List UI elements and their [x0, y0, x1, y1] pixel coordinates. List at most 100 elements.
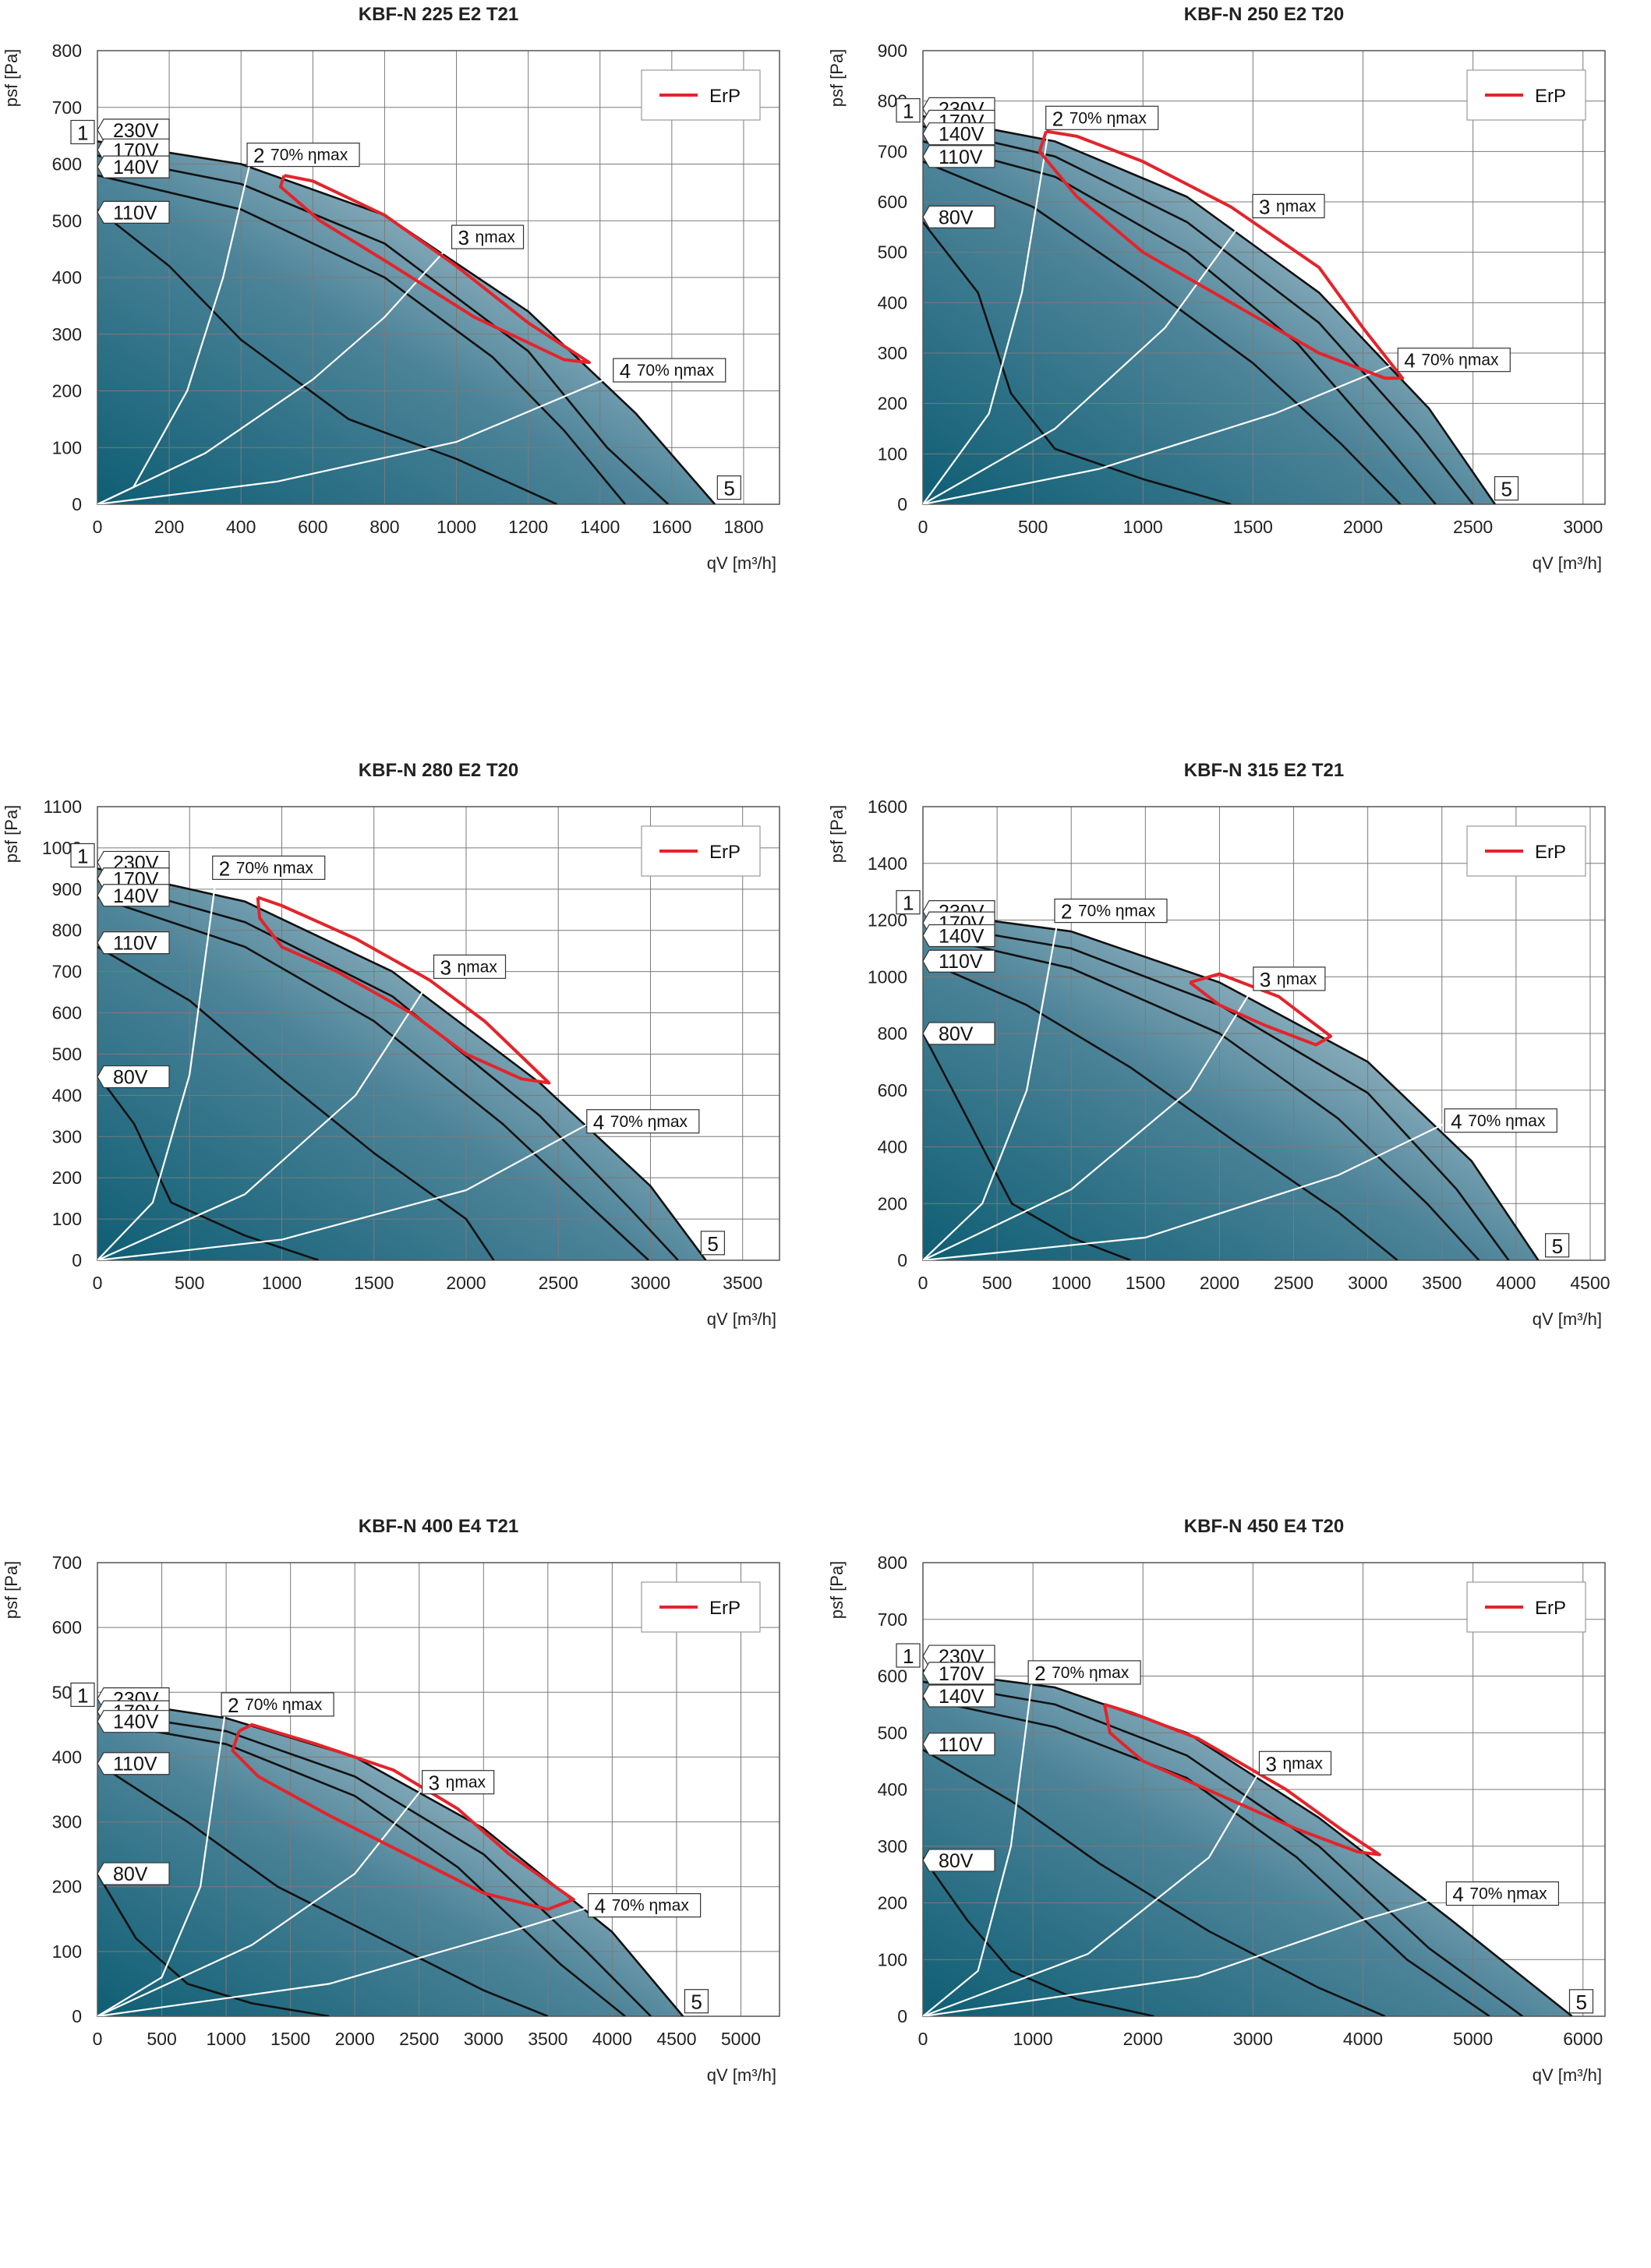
fan-curve-5 [923, 221, 1232, 504]
operating-area [97, 1698, 684, 2016]
voltage-text: 110V [939, 951, 983, 973]
point-label-2: 2 70% ηmax [1045, 105, 1159, 130]
fan-curve-2 [97, 154, 670, 504]
point-label-4: 4 70% ηmax [613, 358, 727, 383]
fan-curve-3 [97, 174, 627, 504]
y-tick-label: 0 [897, 1250, 907, 1270]
point-text: 70% ηmax [270, 147, 348, 164]
y-tick-label: 100 [52, 1941, 82, 1962]
chart-panel-1: KBF-N 225 E2 T21 0 200 400 600 800 1000 1200 140… [0, 0, 826, 756]
voltage-tag [97, 1752, 170, 1775]
x-tick-label: 1400 [580, 517, 620, 537]
point-tag [1444, 1108, 1557, 1133]
point-number: 5 [1575, 1991, 1586, 2014]
y-tick-label: 1400 [868, 853, 907, 874]
x-tick-label: 0 [93, 2029, 103, 2049]
point-number: 1 [77, 121, 88, 144]
voltage-tag [922, 1662, 995, 1685]
voltage-tag [97, 155, 170, 178]
fan-curve-1 [923, 910, 1540, 1260]
fan-curve-4 [923, 1748, 1386, 2016]
y-tick-label: 600 [52, 154, 82, 175]
x-tick-label: 0 [93, 1273, 103, 1293]
plot-frame [922, 50, 1606, 505]
x-tick-label: 2500 [1274, 1273, 1313, 1293]
y-tick-label: 600 [878, 1080, 907, 1100]
x-axis-label: qV [m³/h] [1533, 2065, 1602, 2085]
x-tick-label: 1500 [1126, 1273, 1165, 1293]
point-label-3: 3 ηmax [1253, 966, 1326, 991]
system-curve-1 [923, 1673, 1034, 2016]
x-tick-label: 3000 [464, 2029, 504, 2049]
point-tag [896, 97, 921, 123]
point-tag [588, 1893, 702, 1918]
x-tick-label: 2000 [1343, 517, 1383, 537]
point-label-3: 3 ηmax [433, 954, 507, 979]
y-tick-label: 300 [878, 343, 907, 363]
voltage-text: 80V [939, 207, 974, 228]
voltage-label: 110V [97, 1752, 170, 1775]
y-tick-label: 0 [897, 2006, 907, 2026]
point-label-3: 3 ηmax [451, 224, 525, 249]
chart-panel-5: KBF-N 400 E4 T21 0 500 1000 1500 2000 2500 3000… [0, 1512, 826, 2268]
legend-label: ErP [709, 1598, 741, 1619]
legend: ErP [641, 69, 761, 121]
voltage-label: 110V [922, 1733, 995, 1756]
y-tick-label: 300 [52, 1126, 82, 1146]
system-curve-3 [97, 1905, 593, 2016]
system-curve-3 [97, 373, 619, 504]
y-tick-label: 400 [52, 267, 82, 288]
voltage-text: 80V [939, 1850, 974, 1872]
point-text: 70% ηmax [612, 1897, 690, 1915]
x-tick-label: 1800 [723, 517, 763, 537]
fan-curve-3 [97, 896, 649, 1260]
fan-curve-4 [97, 1762, 549, 2016]
y-tick-label: 300 [878, 1836, 907, 1856]
x-tick-label: 400 [226, 517, 256, 537]
x-tick-label: 0 [918, 517, 928, 537]
point-tag [1258, 1750, 1332, 1775]
x-tick-label: 0 [918, 2029, 928, 2049]
x-axis-label: qV [m³/h] [1533, 1309, 1602, 1329]
chart-title: KBF-N 450 E4 T20 [1184, 1516, 1344, 1537]
voltage-tag [922, 1022, 995, 1045]
point-text: 70% ηmax [245, 1696, 323, 1714]
point-number: 1 [903, 1644, 914, 1668]
legend-label: ErP [1535, 842, 1566, 863]
y-tick-label: 1600 [868, 797, 907, 817]
fan-curve-4 [923, 959, 1398, 1260]
x-axis-label: qV [m³/h] [707, 1309, 776, 1329]
voltage-tag [922, 205, 995, 228]
point-tag [716, 475, 741, 500]
point-label-5: 5 [684, 1989, 709, 2014]
point-tag [221, 1692, 334, 1717]
y-tick-label: 500 [52, 1044, 82, 1064]
point-tag [451, 224, 525, 249]
point-label-1: 1 [70, 1682, 95, 1708]
point-label-2: 2 70% ηmax [212, 855, 326, 880]
y-tick-label: 200 [52, 381, 82, 401]
y-tick-label: 400 [878, 1779, 907, 1800]
fan-curve-1 [97, 140, 716, 504]
plot-frame [97, 50, 780, 505]
system-curve-2 [923, 979, 1259, 1260]
fan-curve-2 [923, 125, 1474, 504]
y-tick-label: 500 [52, 210, 82, 231]
y-tick-label: 100 [52, 1209, 82, 1229]
fan-curve-3 [923, 1697, 1490, 2016]
x-tick-label: 3500 [528, 2029, 567, 2049]
point-label-3: 3 ηmax [1252, 193, 1325, 218]
point-tag [586, 1109, 700, 1134]
point-number: 2 [228, 1694, 239, 1717]
y-tick-label: 800 [52, 41, 82, 61]
legend: ErP [1466, 69, 1586, 121]
voltage-label: 140V [97, 884, 170, 907]
point-label-5: 5 [716, 475, 741, 500]
system-curve-2 [923, 206, 1254, 504]
y-tick-label: 100 [878, 1949, 907, 1969]
point-tag [70, 1682, 95, 1708]
plot-frame [97, 1562, 780, 2017]
voltage-text: 110V [939, 147, 983, 168]
x-tick-label: 1200 [508, 517, 548, 537]
